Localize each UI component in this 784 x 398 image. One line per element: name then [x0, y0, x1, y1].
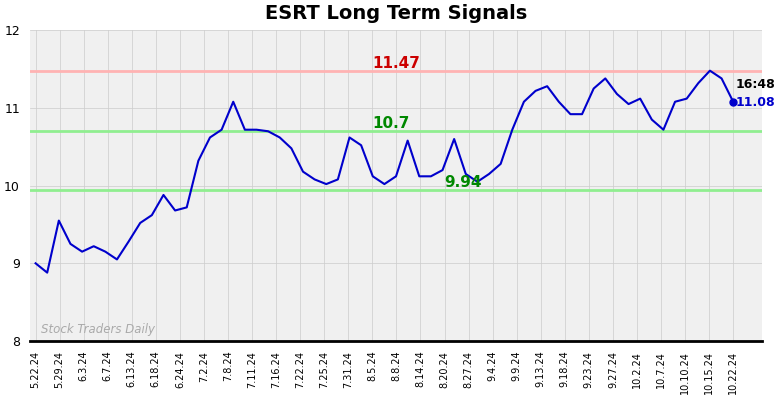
Text: 10.7: 10.7: [372, 116, 410, 131]
Text: 11.08: 11.08: [735, 96, 775, 109]
Text: 11.47: 11.47: [372, 57, 420, 71]
Text: 9.94: 9.94: [445, 175, 482, 190]
Text: 16:48: 16:48: [735, 78, 775, 91]
Title: ESRT Long Term Signals: ESRT Long Term Signals: [265, 4, 527, 23]
Text: Stock Traders Daily: Stock Traders Daily: [42, 323, 155, 336]
